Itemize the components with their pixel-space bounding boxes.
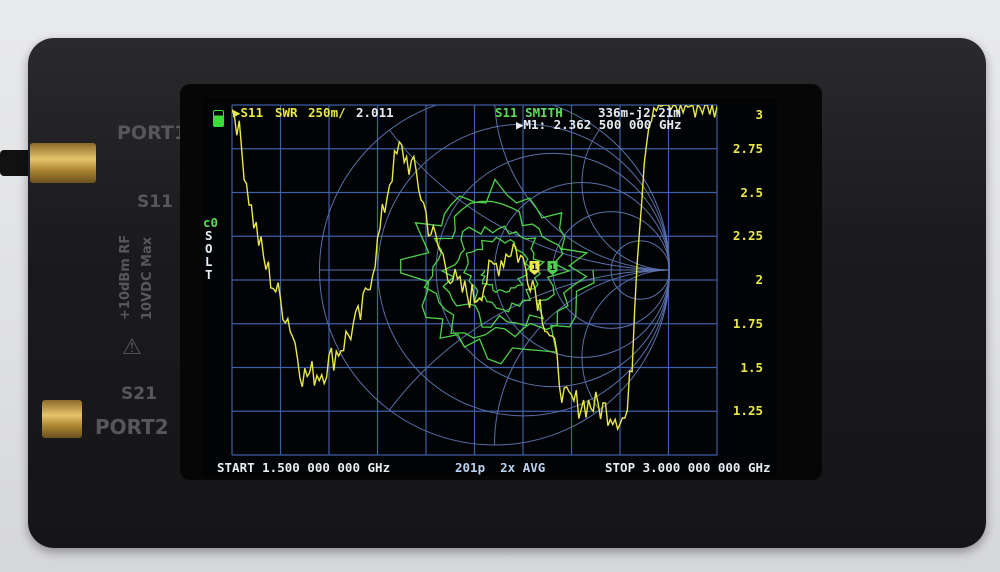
- smith-reactance-arc: [581, 129, 670, 271]
- start-frequency[interactable]: START 1.500 000 000 GHz: [217, 460, 391, 475]
- port1-label: PORT1: [117, 122, 188, 144]
- marker-1-label: 1: [550, 263, 555, 273]
- port2-connector: [42, 400, 82, 438]
- smith-reactance-arc: [494, 105, 670, 271]
- cal-type-s: S: [205, 228, 213, 243]
- y-tick-label: 2: [755, 272, 763, 287]
- battery-icon: [213, 110, 224, 127]
- trace1-marker[interactable]: ▶S11: [233, 105, 264, 120]
- port1-connector: [30, 143, 96, 183]
- stop-frequency[interactable]: STOP 3.000 000 000 GHz: [605, 460, 771, 475]
- y-tick-label: 3: [755, 107, 763, 122]
- y-tick-label: 2.25: [732, 228, 763, 244]
- marker-1-icon: [547, 261, 558, 275]
- dc-limit-label: 10VDC Max: [140, 236, 155, 320]
- points-avg[interactable]: 201p 2x AVG: [455, 460, 546, 475]
- marker-readout: ▶M1: 2.362 500 000 GHz: [516, 117, 682, 132]
- trace2-label[interactable]: S11 SMITH: [495, 105, 563, 120]
- cal-slot: c0: [203, 215, 219, 230]
- smith-reactance-arc: [494, 269, 670, 446]
- marker-1-label: 1: [532, 263, 537, 273]
- smith-grid: [319, 105, 671, 446]
- trace1-value: 2.011: [356, 105, 394, 120]
- y-tick-label: 2.5: [740, 184, 763, 200]
- trace1-scale: 250m/: [308, 105, 346, 120]
- y-tick-label: 1.75: [732, 315, 763, 331]
- trace2-value: 336m-j2.21m: [598, 105, 681, 120]
- cal-type-l: L: [205, 254, 213, 269]
- y-tick-label: 2.75: [732, 140, 763, 156]
- y-tick-label: 1.5: [740, 359, 763, 375]
- cal-type-t: T: [205, 267, 213, 282]
- s11-label: S11: [137, 192, 173, 212]
- smith-reactance-arc: [389, 269, 670, 411]
- smith-trace: [400, 178, 595, 365]
- trace1-format: SWR: [275, 105, 298, 120]
- marker-1-icon: [529, 261, 540, 275]
- swr-trace: [232, 105, 717, 432]
- smith-reactance-arc: [581, 269, 670, 411]
- warning-icon: ⚠: [122, 335, 142, 360]
- s21-label: S21: [121, 384, 157, 404]
- rf-limit-label: +10dBm RF: [118, 234, 133, 320]
- y-tick-label: 1.25: [732, 403, 763, 419]
- cal-type-o: O: [205, 241, 213, 256]
- port2-label: PORT2: [95, 415, 169, 439]
